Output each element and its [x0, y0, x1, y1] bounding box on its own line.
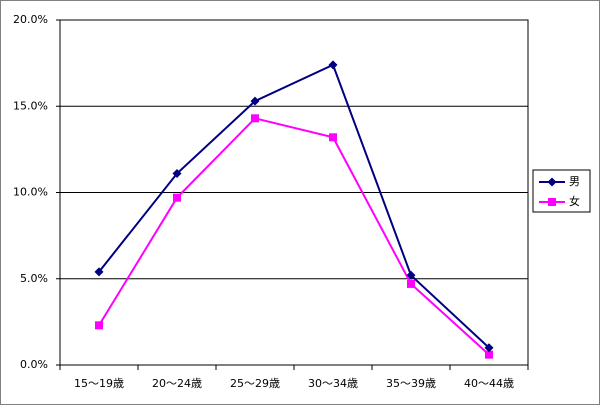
- series-line: [98, 63, 490, 349]
- marker: [95, 321, 103, 330]
- legend-box: [532, 169, 591, 213]
- marker: [173, 193, 181, 202]
- marker: [548, 198, 556, 206]
- x-tick-label: 15〜19歳: [74, 377, 124, 390]
- marker: [251, 114, 259, 123]
- y-tick-label: 0.0%: [20, 358, 48, 371]
- y-tick-label: 20.0%: [13, 13, 48, 26]
- x-tick-label: 30〜34歳: [308, 377, 358, 390]
- x-tick-label: 40〜44歳: [464, 377, 514, 390]
- marker: [172, 169, 182, 179]
- x-tick-label: 35〜39歳: [386, 377, 436, 390]
- marker: [329, 133, 337, 142]
- marker: [250, 96, 260, 106]
- legend-label: 女: [569, 194, 580, 208]
- x-tick-label: 25〜29歳: [230, 377, 280, 390]
- marker: [406, 270, 416, 280]
- marker: [328, 60, 338, 70]
- y-tick-label: 5.0%: [20, 272, 48, 285]
- marker: [484, 343, 494, 353]
- marker: [407, 279, 415, 288]
- legend-label: 男: [569, 175, 580, 188]
- y-tick-label: 15.0%: [13, 99, 48, 112]
- x-tick-label: 20〜24歳: [152, 377, 202, 390]
- marker: [485, 350, 493, 359]
- marker: [547, 177, 557, 187]
- marker: [94, 267, 104, 277]
- y-tick-label: 10.0%: [13, 186, 48, 199]
- series-line: [98, 117, 490, 356]
